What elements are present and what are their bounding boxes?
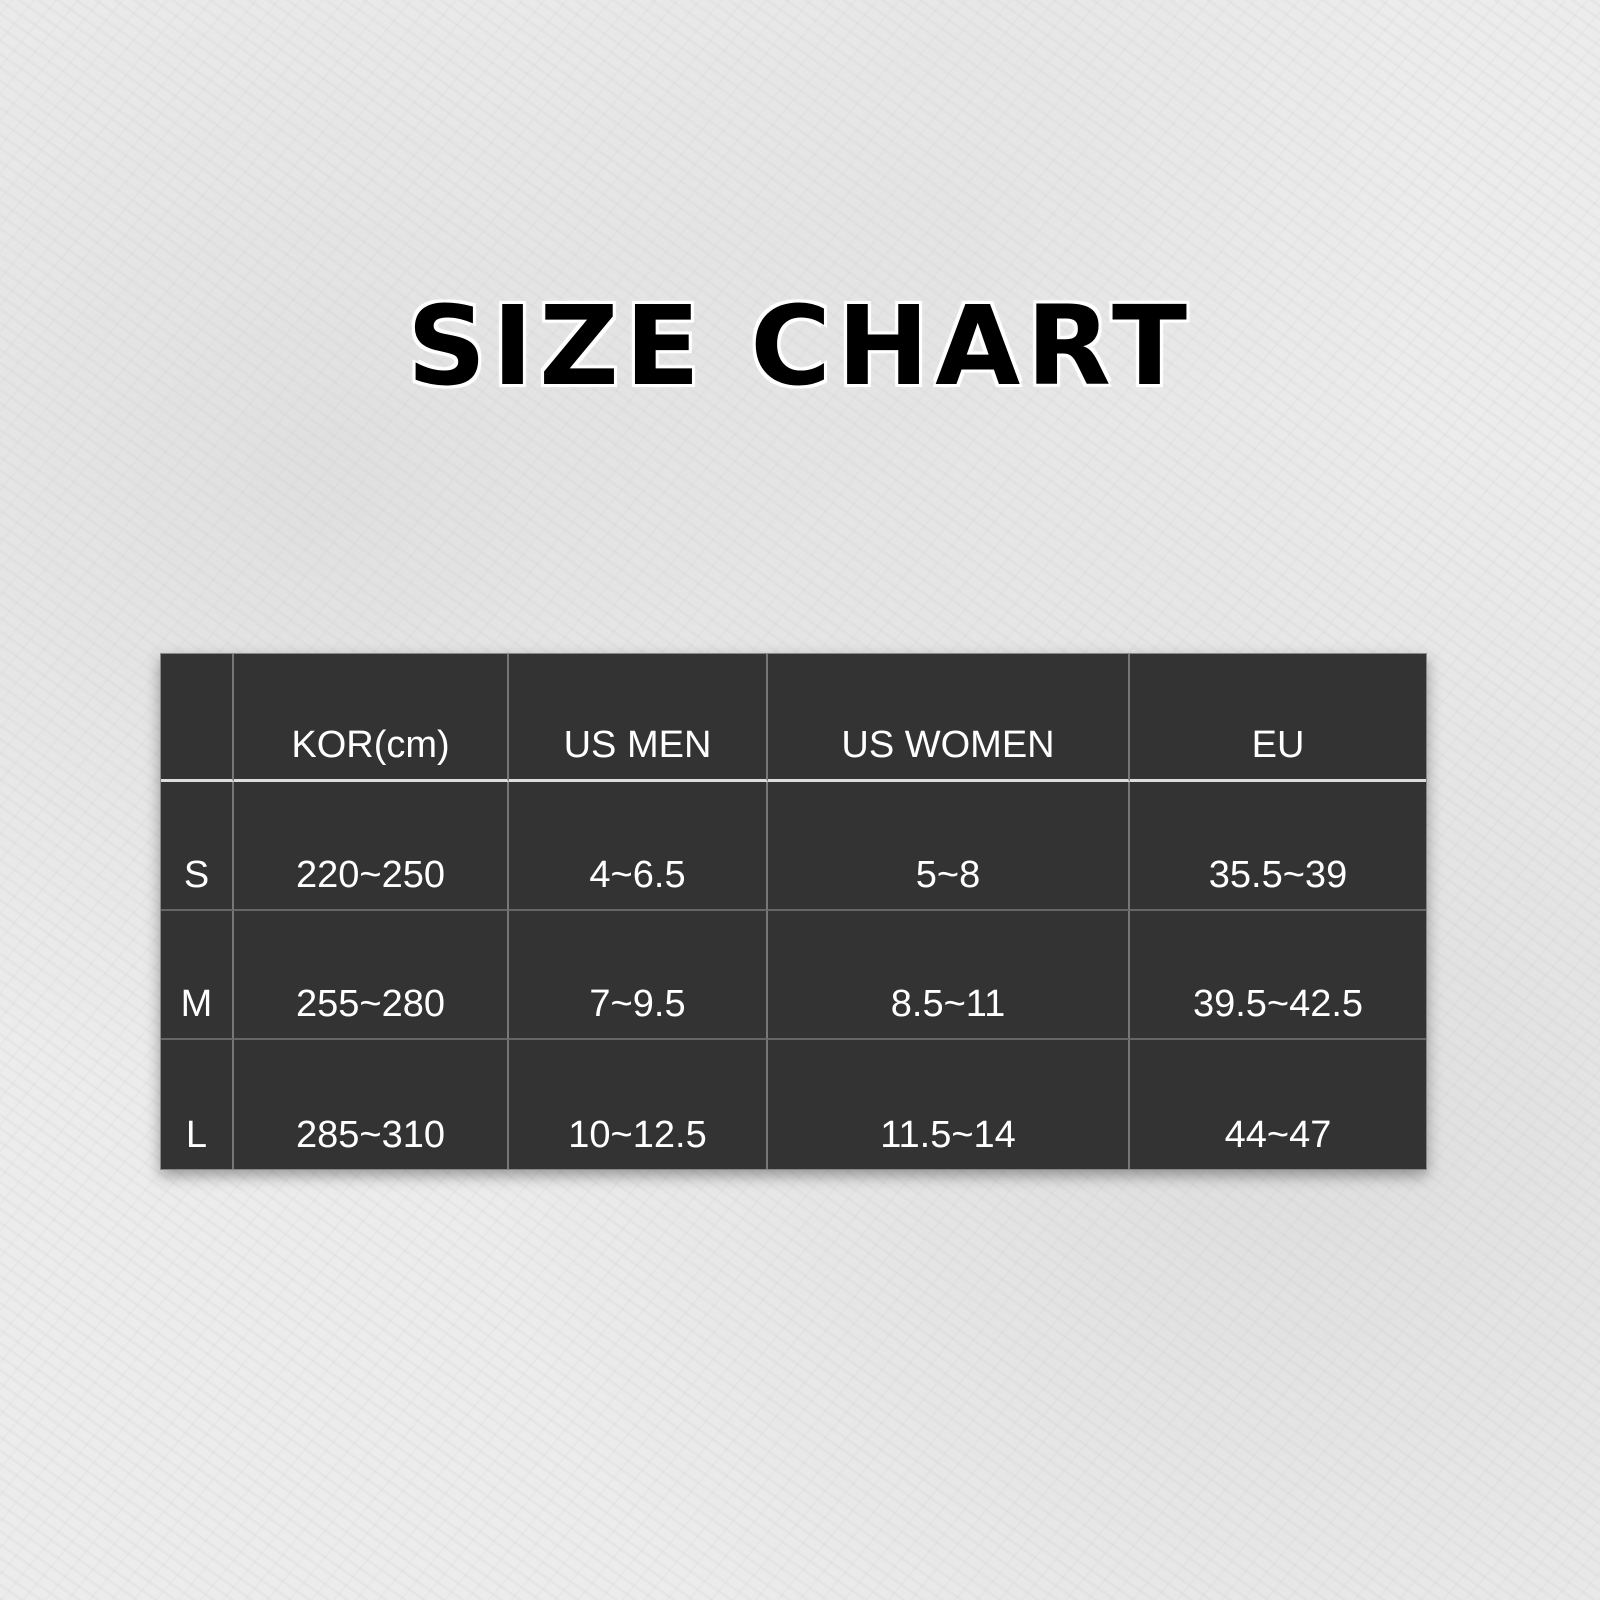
table-cell: 10~12.5 <box>509 1040 768 1169</box>
table-cell: 5~8 <box>768 782 1130 911</box>
table-cell: 8.5~11 <box>768 911 1130 1040</box>
size-table: KOR(cm) US MEN US WOMEN EU S 220~250 4~6… <box>160 653 1427 1170</box>
header-cell: EU <box>1130 654 1426 782</box>
table-cell: 220~250 <box>234 782 509 911</box>
header-cell: US WOMEN <box>768 654 1130 782</box>
header-cell: KOR(cm) <box>234 654 509 782</box>
table-cell: 35.5~39 <box>1130 782 1426 911</box>
table-cell: 44~47 <box>1224 1114 1332 1156</box>
table-cell: 7~9.5 <box>509 911 768 1040</box>
header-cell: US MEN <box>509 654 768 782</box>
table-cell: 4~6.5 <box>509 782 768 911</box>
header-cell <box>161 654 234 782</box>
table-cell: 255~280 <box>234 911 509 1040</box>
table-cell: 11.5~14 <box>768 1040 1130 1169</box>
table-cell: 39.5~42.5 <box>1130 911 1426 1040</box>
size-label: L <box>161 1040 234 1169</box>
page-title: SIZE CHART <box>406 282 1194 410</box>
size-label: M <box>161 911 234 1040</box>
table-cell: 285~310 <box>234 1040 509 1169</box>
size-label: S <box>161 782 234 911</box>
